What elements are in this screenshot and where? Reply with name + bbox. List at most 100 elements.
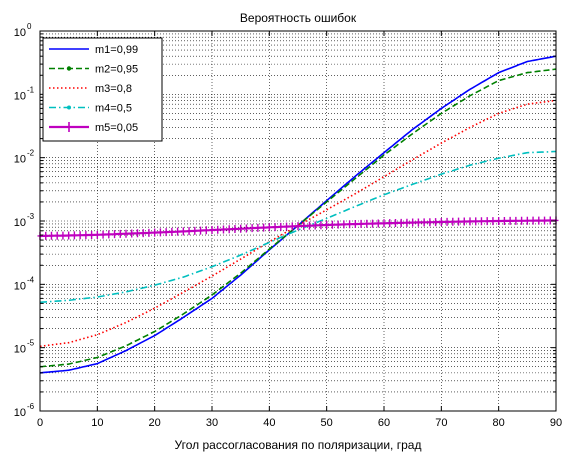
- series-point-marker: [438, 217, 444, 226]
- series-point-marker: [140, 229, 146, 238]
- series-point-marker: [192, 226, 198, 235]
- series-point-marker: [542, 216, 548, 225]
- y-tick-exponent: -5: [27, 339, 35, 348]
- series-point-marker: [410, 218, 416, 227]
- series-point-marker: [467, 217, 473, 226]
- series-point-marker: [444, 217, 450, 226]
- series-point-marker: [513, 216, 519, 225]
- series-point-marker: [375, 219, 381, 228]
- x-tick-label: 30: [206, 417, 218, 429]
- series-point-marker: [456, 217, 462, 226]
- series-point-marker: [226, 225, 232, 234]
- series-point-marker: [387, 219, 393, 228]
- series-point-marker: [306, 221, 312, 230]
- x-tick-label: 90: [550, 417, 562, 429]
- series-point-marker: [312, 221, 318, 230]
- series-point-marker: [54, 231, 60, 240]
- series-point-marker: [77, 231, 83, 240]
- x-tick-label: 0: [37, 417, 43, 429]
- series-point-marker: [507, 216, 513, 225]
- series-point-marker: [255, 223, 261, 232]
- y-tick-label: 10: [14, 280, 26, 292]
- series-point-marker: [43, 231, 49, 240]
- legend-box: [42, 37, 163, 142]
- series-point-marker: [117, 229, 123, 238]
- series-point-marker: [433, 218, 439, 227]
- series-point-marker: [209, 226, 215, 235]
- series-point-marker: [519, 216, 525, 225]
- series-point-marker: [490, 217, 496, 226]
- series-point-marker: [421, 218, 427, 227]
- series-point-marker: [536, 216, 542, 225]
- series-point-marker: [501, 216, 507, 225]
- series-point-marker: [324, 220, 330, 229]
- x-tick-label: 80: [493, 417, 505, 429]
- series-point-marker: [370, 219, 376, 228]
- series-point-marker: [404, 218, 410, 227]
- series-point-marker: [243, 224, 249, 233]
- legend-label: m2=0,95: [95, 64, 138, 76]
- y-tick-label: 10: [14, 154, 26, 166]
- legend-label: m5=0,05: [95, 122, 138, 134]
- series-point-marker: [347, 220, 353, 229]
- series-point-marker: [358, 219, 364, 228]
- series-line-3: [39, 99, 557, 348]
- series-point-marker: [60, 231, 66, 240]
- series-point-marker: [249, 224, 255, 233]
- legend-label: m1=0,99: [95, 44, 138, 56]
- series-point-marker: [364, 219, 370, 228]
- series-point-marker: [169, 227, 175, 236]
- series-point-marker: [261, 223, 267, 232]
- legend-marker: [66, 66, 72, 71]
- series-point-marker: [341, 220, 347, 229]
- y-tick-exponent: -6: [27, 402, 35, 411]
- series-point-marker: [530, 216, 536, 225]
- series-point-marker: [381, 219, 387, 228]
- series-point-marker: [266, 223, 272, 232]
- legend-label: m3=0,8: [95, 83, 132, 95]
- legend: m1=0,99 m2=0,95 m3=0,8 m4=0,5 m5=0,05: [42, 37, 163, 142]
- series-point-marker: [232, 224, 238, 233]
- series-point-marker: [478, 217, 484, 226]
- y-tick-label: 10: [14, 344, 26, 356]
- series-point-marker: [415, 218, 421, 227]
- series-point-marker: [450, 217, 456, 226]
- series-point-marker: [473, 217, 479, 226]
- series-lines: [37, 55, 559, 374]
- series-point-marker: [134, 229, 140, 238]
- x-tick-label: 70: [435, 417, 447, 429]
- x-axis-label: Угол рассогласования по поляризации, гра…: [175, 438, 422, 452]
- series-point-marker: [238, 224, 244, 233]
- x-tick-label: 40: [263, 417, 275, 429]
- series-point-marker: [48, 231, 54, 240]
- y-tick-label: 10: [14, 27, 26, 39]
- series-point-marker: [215, 225, 221, 234]
- chart-title: Вероятность ошибок: [240, 11, 357, 25]
- series-point-marker: [203, 226, 209, 235]
- series-point-marker: [163, 228, 169, 237]
- x-axis-tick-labels: 0 10 20 30 40 50 60 70 80 90: [37, 417, 562, 429]
- y-tick-exponent: -4: [27, 275, 35, 284]
- x-tick-label: 60: [378, 417, 390, 429]
- series-point-marker: [318, 221, 324, 230]
- series-point-marker: [71, 231, 77, 240]
- series-line-4: [39, 150, 557, 304]
- legend-label: m4=0,5: [95, 103, 132, 115]
- x-tick-label: 20: [149, 417, 161, 429]
- x-tick-label: 10: [91, 417, 103, 429]
- series-point-marker: [220, 225, 226, 234]
- series-point-marker: [180, 227, 186, 236]
- y-tick-label: 10: [14, 407, 26, 419]
- y-tick-exponent: -3: [27, 212, 35, 221]
- y-tick-label: 10: [14, 217, 26, 229]
- series-point-marker: [352, 220, 358, 229]
- series-point-marker: [524, 216, 530, 225]
- y-tick-exponent: -2: [27, 149, 35, 158]
- series-point-marker: [484, 217, 490, 226]
- series-point-marker: [335, 220, 341, 229]
- series-point-marker: [112, 230, 118, 239]
- series-point-marker: [284, 222, 290, 231]
- series-point-marker: [329, 220, 335, 229]
